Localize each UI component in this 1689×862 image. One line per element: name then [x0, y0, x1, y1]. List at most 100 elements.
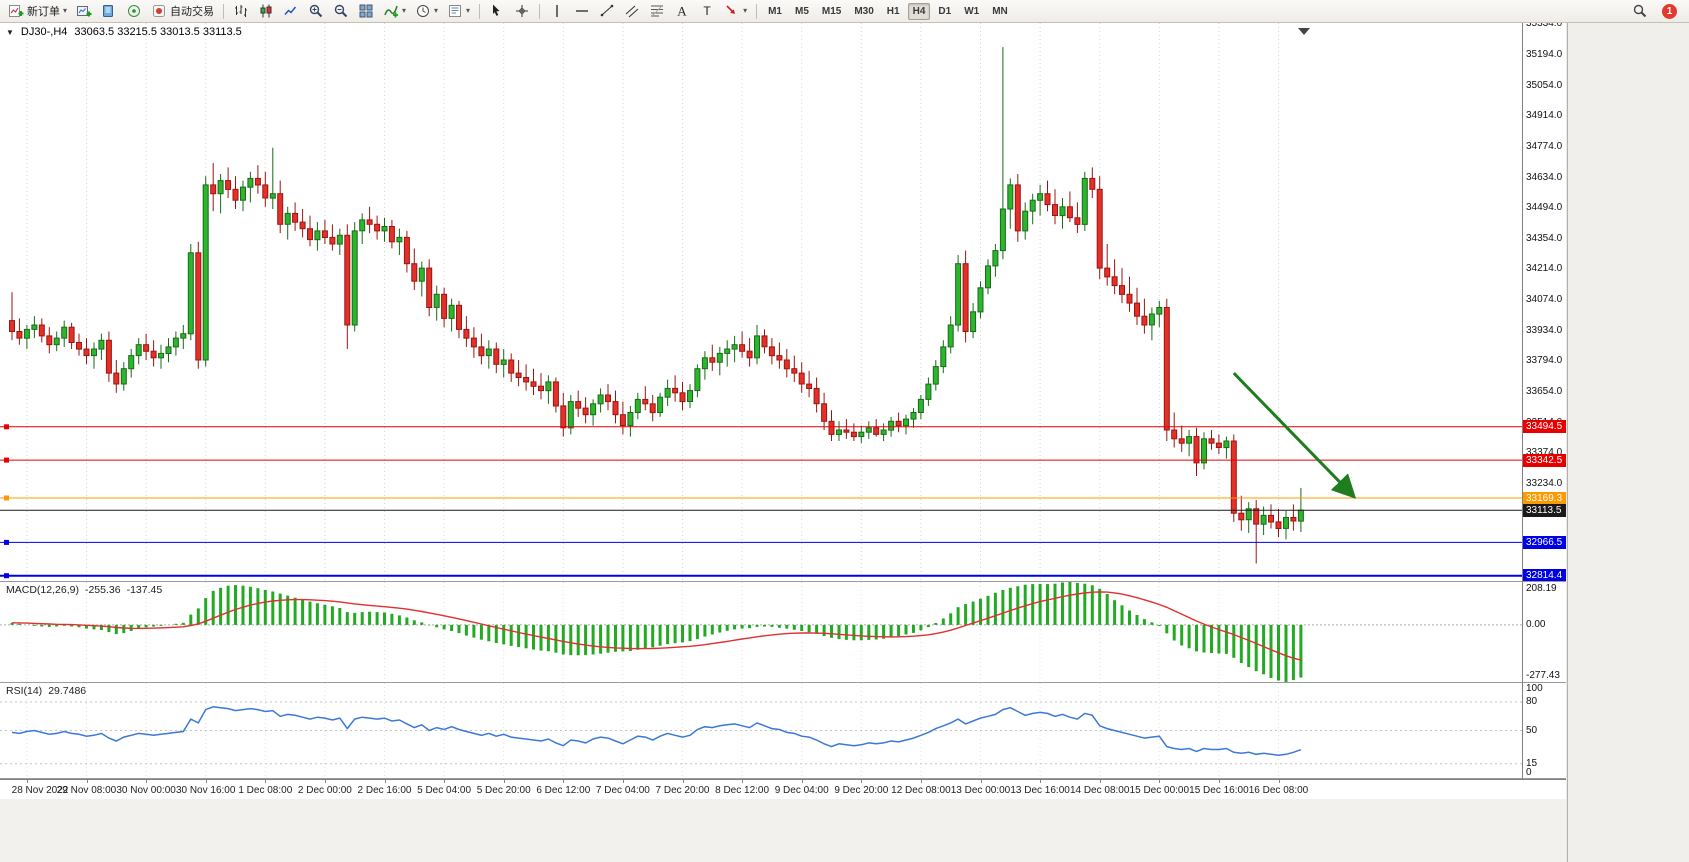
text-tool[interactable]: A: [670, 0, 694, 23]
linechart-icon: [284, 6, 297, 15]
time-label: 5 Dec 20:00: [476, 785, 531, 796]
timeframe-button-H4[interactable]: H4: [907, 2, 931, 20]
rsi-line: [11, 706, 1302, 756]
price-tick: 34074.0: [1526, 294, 1563, 305]
timeframe-button-MN[interactable]: MN: [992, 5, 1008, 17]
macd-pane[interactable]: MACD(12,26,9) -255.36 -137.45: [0, 582, 1522, 682]
pane-separator[interactable]: [0, 778, 1566, 779]
vertical-line-tool[interactable]: [545, 0, 569, 23]
chart-dropdown-icon[interactable]: ▼: [6, 27, 14, 37]
new-order-button[interactable]: 新订单 ▾: [4, 0, 71, 23]
template-icon: [449, 5, 462, 17]
dropdown-caret-icon[interactable]: ▾: [434, 6, 439, 15]
time-tick: [265, 780, 267, 783]
rsi-axis-label: 100: [1526, 683, 1543, 694]
price-tick: 34634.0: [1526, 171, 1563, 183]
macd-svg[interactable]: [0, 582, 1522, 682]
indicators-button[interactable]: ▾: [379, 0, 410, 23]
new-order-icon: [9, 5, 24, 17]
main-chart[interactable]: [0, 23, 1522, 581]
rsi-chart[interactable]: [0, 683, 1522, 778]
chart-symbol-period: DJ30-,H4: [20, 26, 68, 38]
timeframe-button-M15[interactable]: M15: [821, 5, 842, 17]
price-axis[interactable]: 35334.0 35194.0 35054.0 34914.0 34774.0 34634…: [1523, 23, 1566, 581]
timeframe-button-M30[interactable]: M30: [854, 5, 874, 17]
time-tick: [920, 780, 922, 783]
crosshair-tool[interactable]: [510, 0, 534, 23]
timeframe-button-H1[interactable]: H1: [886, 5, 900, 17]
main-chart-svg[interactable]: [0, 23, 1522, 581]
notifications-badge[interactable]: 1: [1662, 3, 1677, 19]
time-axis[interactable]: 28 Nov 2022 29 Nov 08:00 30 Nov 00:00 30 No…: [0, 779, 1566, 799]
profiles-button[interactable]: [97, 0, 121, 23]
search-button[interactable]: [1628, 0, 1652, 23]
pane-separator[interactable]: [0, 581, 1566, 582]
bar-chart-button[interactable]: [229, 0, 253, 23]
main-chart-pane[interactable]: ▼ DJ30-,H4 33063.5 33215.5 33013.5 33113…: [0, 23, 1522, 581]
cursor-tool[interactable]: [485, 0, 509, 23]
macd-value-main: -255.36: [84, 584, 121, 596]
horizontal-line-tool[interactable]: [570, 0, 594, 23]
arrows-tool[interactable]: ▾: [720, 0, 751, 23]
time-label: 30 Nov 00:00: [116, 785, 176, 796]
timeframe-button-M5[interactable]: M5: [794, 5, 809, 17]
macd-chart[interactable]: [0, 582, 1522, 682]
chart-ohlc-values: 33063.5 33215.5 33013.5 33113.5: [74, 26, 242, 38]
price-label-32814.4: 32814.4: [1523, 569, 1566, 581]
workspace: ▼ DJ30-,H4 33063.5 33215.5 33013.5 33113…: [0, 23, 1689, 862]
crosshair-icon: [516, 5, 529, 17]
trendline-icon: [600, 4, 614, 17]
dropdown-caret-icon[interactable]: ▾: [743, 6, 748, 15]
macd-axis-label: -277.43: [1526, 670, 1560, 681]
time-label: 8 Dec 12:00: [715, 785, 770, 796]
templates-button[interactable]: ▾: [443, 0, 474, 23]
pane-separator[interactable]: [0, 682, 1566, 683]
price-tick: 35194.0: [1526, 48, 1563, 60]
time-label: 12 Dec 08:00: [891, 785, 951, 796]
toolbar-separator: [223, 3, 225, 19]
rsi-axis[interactable]: 100 80 50 15 0: [1523, 683, 1566, 778]
line-handle[interactable]: [4, 424, 9, 430]
dropdown-caret-icon[interactable]: ▾: [466, 6, 471, 15]
timeframe-button-W1[interactable]: W1: [964, 5, 980, 17]
macd-value-signal: -137.45: [126, 584, 163, 596]
rsi-svg[interactable]: [0, 683, 1522, 778]
time-label: 15 Dec 16:00: [1189, 785, 1249, 796]
macd-axis[interactable]: 208.19 0.00 -277.43: [1523, 582, 1566, 682]
macd-name: MACD(12,26,9): [6, 584, 79, 596]
line-handle[interactable]: [4, 457, 9, 463]
autotrading-button[interactable]: 自动交易: [147, 0, 218, 23]
timeframe-button-M1[interactable]: M1: [768, 5, 782, 17]
price-tick: 33654.0: [1526, 385, 1563, 397]
dropdown-caret-icon[interactable]: ▾: [402, 6, 407, 15]
annotation-arrow[interactable]: [1232, 372, 1357, 499]
line-handle[interactable]: [4, 573, 9, 579]
time-tick: [682, 780, 684, 783]
rsi-axis-label: 0: [1526, 767, 1532, 778]
trendline-tool[interactable]: [595, 0, 619, 23]
periods-button[interactable]: ▾: [411, 0, 442, 23]
label-tool[interactable]: T: [695, 0, 719, 23]
zoom-out-button[interactable]: [329, 0, 353, 23]
line-chart-button[interactable]: [279, 0, 303, 23]
price-shift-marker-icon[interactable]: [1298, 28, 1310, 35]
zoom-in-button[interactable]: [304, 0, 328, 23]
dropdown-caret-icon[interactable]: ▾: [63, 6, 68, 15]
fibo-icon: [651, 5, 664, 17]
channel-tool[interactable]: [620, 0, 644, 23]
time-label: 15 Dec 00:00: [1129, 785, 1190, 796]
time-tick: [742, 780, 744, 783]
horizontal-lines[interactable]: [0, 424, 1522, 579]
rsi-pane[interactable]: RSI(14) 29.7486: [0, 683, 1522, 778]
tile-windows-button[interactable]: [354, 0, 378, 23]
open-chart-button[interactable]: [72, 0, 96, 23]
candlestick-chart-button[interactable]: [254, 0, 278, 23]
line-handle[interactable]: [4, 539, 9, 545]
strategy-tester-button[interactable]: [122, 0, 146, 23]
time-tick: [324, 780, 326, 783]
timeframe-button-D1[interactable]: D1: [938, 5, 952, 17]
line-handle[interactable]: [4, 495, 9, 501]
fibonacci-tool[interactable]: [645, 0, 669, 23]
time-label: 28 Nov 2022: [11, 785, 69, 796]
